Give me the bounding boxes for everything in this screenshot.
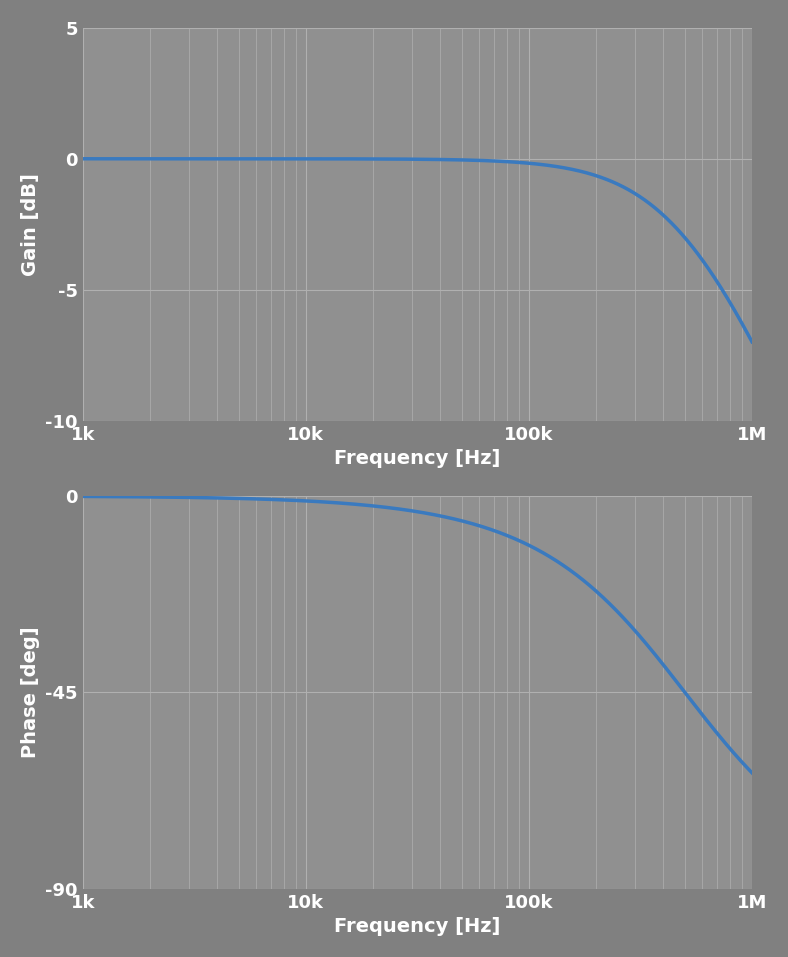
Y-axis label: Phase [deg]: Phase [deg] [20,627,40,758]
X-axis label: Frequency [Hz]: Frequency [Hz] [334,449,500,468]
Y-axis label: Gain [dB]: Gain [dB] [20,173,40,276]
X-axis label: Frequency [Hz]: Frequency [Hz] [334,917,500,936]
